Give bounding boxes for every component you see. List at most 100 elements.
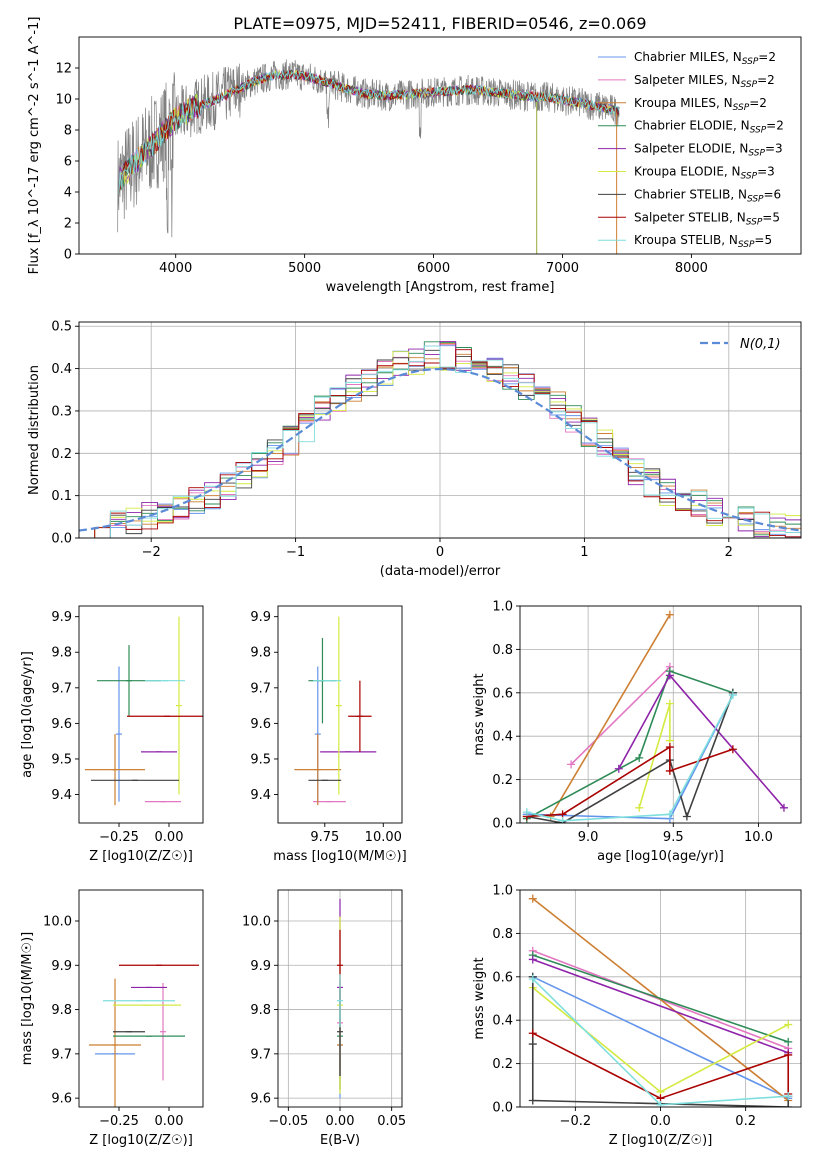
y-axis-label: Flux [f_λ 10^-17 erg cm^-2 s^-1 A^-1] xyxy=(27,17,42,275)
y-tick-label: 9.8 xyxy=(51,646,72,661)
weight-marker xyxy=(779,803,788,812)
weight-marker xyxy=(528,955,537,964)
y-tick-label: 0.6 xyxy=(492,970,513,985)
y-tick-label: 12 xyxy=(55,62,72,77)
legend-subscript: SSP xyxy=(750,126,767,136)
y-tick-label: 9.7 xyxy=(250,1047,271,1062)
y-axis-label: mass [log10(M/M☉)] xyxy=(20,932,35,1065)
error-bar xyxy=(160,983,166,1081)
y-axis-label: Normed distribution xyxy=(27,365,42,495)
y-tick-label: 9.7 xyxy=(51,681,72,696)
legend-subscript: SSP xyxy=(747,194,764,204)
y-tick-label: 9.9 xyxy=(51,610,72,625)
legend-subscript: SSP xyxy=(748,149,765,159)
y-tick-label: 0.4 xyxy=(492,730,513,745)
legend-subscript: SSP xyxy=(738,240,755,250)
legend-subscript: SSP xyxy=(733,103,750,113)
y-tick-label: 9.5 xyxy=(250,752,271,767)
x-axis-label: Z [log10(Z/Z☉)] xyxy=(609,1133,713,1148)
weight-line xyxy=(526,694,734,822)
legend-nssp: =2 xyxy=(757,73,775,87)
x-axis-label: wavelength [Angstrom, rest frame] xyxy=(326,280,555,295)
x-tick-label: 0.00 xyxy=(155,830,184,845)
legend-label: Salpeter STELIB, NSSP=5 xyxy=(634,210,780,227)
weight-line xyxy=(532,1032,790,1100)
weight-marker xyxy=(784,1050,793,1059)
weight_vs_Z-plot xyxy=(528,894,793,1107)
y-tick-label: 10 xyxy=(55,93,72,108)
legend-label: Chabrier STELIB, NSSP=6 xyxy=(634,187,781,204)
x-axis-label: Z [log10(Z/Z☉)] xyxy=(89,1133,193,1148)
weight-marker xyxy=(665,671,674,680)
x-tick-label: 9.0 xyxy=(578,830,599,845)
y-tick-label: 9.9 xyxy=(250,610,271,625)
weight-line xyxy=(570,666,671,765)
age_vs_Z-plot xyxy=(85,616,203,806)
y-axis-label: mass weight xyxy=(472,957,487,1039)
y-tick-label: 0.2 xyxy=(492,1057,513,1072)
weight-marker xyxy=(528,974,537,983)
x-tick-label: 2 xyxy=(725,545,733,560)
y-tick-label: 0.1 xyxy=(51,489,72,504)
y-tick-label: 9.6 xyxy=(250,1092,271,1107)
x-tick-label: 9.75 xyxy=(310,830,339,845)
spectrum-legend: Chabrier MILES, NSSP=2 Salpeter MILES, NS… xyxy=(598,50,784,250)
legend-label: Kroupa MILES, NSSP=2 xyxy=(634,96,767,113)
y-tick-label: 2 xyxy=(64,217,72,232)
legend-nssp: =3 xyxy=(765,142,783,156)
y-tick-label: 1.0 xyxy=(492,884,513,899)
legend-subscript: SSP xyxy=(742,57,759,67)
y-tick-label: 0.8 xyxy=(492,927,513,942)
error-bar xyxy=(335,616,342,795)
y-tick-label: 0.6 xyxy=(492,686,513,701)
y-tick-label: 0 xyxy=(64,248,72,263)
weight-marker xyxy=(528,894,537,903)
weight-marker xyxy=(665,743,674,752)
x-tick-label: 9.5 xyxy=(663,830,684,845)
y-tick-label: 9.9 xyxy=(250,959,271,974)
weight-marker xyxy=(665,766,674,775)
weight-marker xyxy=(528,1096,537,1105)
weight-marker xyxy=(784,1092,793,1101)
weight-marker xyxy=(614,764,623,773)
y-tick-label: 0.5 xyxy=(51,320,72,335)
legend-nssp: =2 xyxy=(749,96,767,110)
x-axis-label: mass [log10(M/M☉)] xyxy=(273,849,406,864)
x-tick-label: −0.2 xyxy=(560,1114,592,1129)
y-tick-label: 1.0 xyxy=(492,600,513,615)
weight-marker xyxy=(665,810,674,819)
age_vs_mass-frame xyxy=(277,605,403,824)
legend-subscript: SSP xyxy=(741,80,758,90)
histogram-step xyxy=(79,345,801,538)
y-tick-label: 9.7 xyxy=(250,681,271,696)
weight-marker xyxy=(665,610,674,619)
weight-marker xyxy=(522,808,531,817)
legend-label: Chabrier MILES, NSSP=2 xyxy=(634,50,776,67)
y-tick-label: 9.7 xyxy=(51,1047,72,1062)
legend-nssp: =5 xyxy=(762,210,780,224)
observed-spectrum xyxy=(117,59,620,238)
weight_vs_age-frame xyxy=(519,605,802,824)
y-tick-label: 9.9 xyxy=(51,959,72,974)
mass_vs_Z-frame xyxy=(78,889,204,1108)
y-tick-label: 9.6 xyxy=(51,717,72,732)
model-spectrum xyxy=(118,69,620,194)
x-tick-label: 4000 xyxy=(159,261,192,276)
y-tick-label: 9.5 xyxy=(51,752,72,767)
weight_vs_age-plot xyxy=(522,610,788,823)
error-bar xyxy=(85,734,145,806)
x-tick-label: −0.25 xyxy=(99,830,139,845)
y-axis-label: mass weight xyxy=(472,673,487,755)
y-tick-label: 9.6 xyxy=(250,717,271,732)
y-tick-label: 0.0 xyxy=(492,817,513,832)
x-tick-label: 10.00 xyxy=(365,830,402,845)
legend-label: Chabrier ELODIE, NSSP=2 xyxy=(634,119,784,136)
weight-line xyxy=(532,958,789,1054)
x-tick-label: 0.00 xyxy=(155,1114,184,1129)
error-bar xyxy=(337,974,343,1028)
legend-label: Salpeter ELODIE, NSSP=3 xyxy=(634,142,783,159)
age_vs_mass-plot xyxy=(294,616,377,806)
age_vs_Z-frame xyxy=(78,605,204,824)
y-tick-label: 10.0 xyxy=(242,915,271,930)
y-tick-label: 0.4 xyxy=(51,362,72,377)
